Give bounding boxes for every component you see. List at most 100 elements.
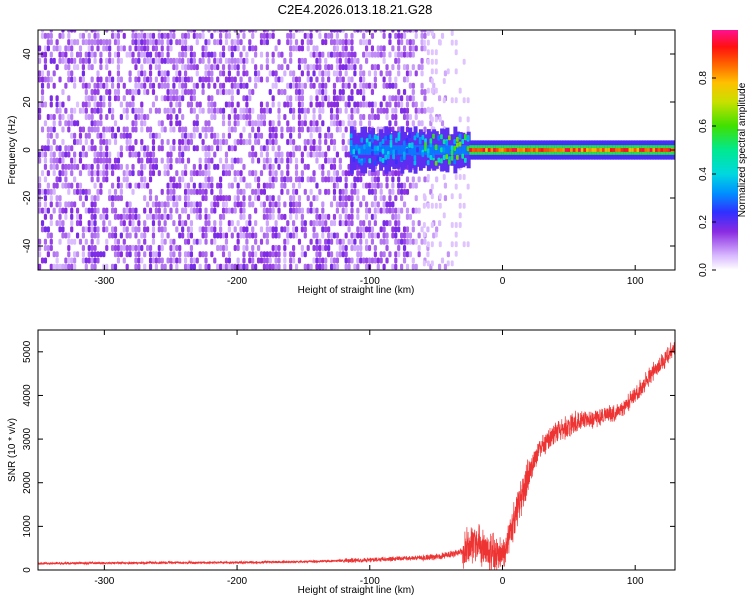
spectrogram-cell: [335, 170, 339, 177]
spectrogram-cell: [61, 263, 65, 270]
spectrogram-cell: [303, 120, 307, 127]
spectrogram-cell: [46, 226, 50, 233]
spectrogram-cell: [73, 120, 77, 127]
spectrogram-cell: [116, 51, 121, 58]
spectrogram-cells: [38, 30, 675, 270]
spectrogram-cell: [274, 170, 278, 177]
spectrogram-cell: [487, 148, 492, 152]
spectrogram-cell: [122, 220, 126, 227]
spectrogram-cell: [175, 157, 179, 164]
spectrogram-cell: [408, 145, 413, 155]
spectrogram-cell: [58, 157, 62, 164]
spectrogram-cell: [420, 70, 424, 77]
spectrogram-cell: [43, 157, 48, 164]
spectrogram-cell: [437, 220, 442, 227]
spectrogram-cell: [96, 188, 100, 195]
spectrogram-cell: [245, 182, 249, 189]
spectrogram-cell: [122, 132, 126, 139]
spectrogram-cell: [426, 30, 430, 36]
spectrogram-cell: [160, 188, 164, 195]
spectrogram-cell: [254, 170, 258, 177]
spectrogram-cell: [178, 232, 182, 239]
spectrogram-cell: [84, 39, 88, 46]
spectrogram-cell: [181, 151, 185, 158]
spectrogram-cell: [163, 226, 167, 233]
spectrogram-cell: [140, 39, 144, 46]
spectrogram-cell: [591, 148, 596, 152]
spectrogram-cell: [324, 245, 328, 252]
spectrogram-cell: [175, 226, 179, 233]
spectrogram-cell: [283, 245, 287, 252]
spectrogram-cell: [93, 107, 97, 114]
spectrogram-cell: [169, 45, 173, 52]
spectrogram-cell: [204, 157, 208, 164]
spectrogram-cell: [233, 64, 237, 71]
spectrogram-cell: [359, 70, 363, 77]
spectrogram-cell: [338, 238, 342, 245]
spectrogram-cell: [204, 51, 208, 58]
spectrogram-cell: [195, 101, 199, 108]
spectrogram-cell: [216, 57, 220, 64]
spectrogram-cell: [233, 120, 237, 127]
spectrogram-cell: [353, 57, 357, 64]
spectrogram-cell: [370, 226, 375, 233]
spectrogram-cell: [99, 188, 103, 195]
spectrogram-cell: [81, 126, 85, 133]
spectrogram-cell: [262, 114, 267, 120]
spectrogram-cell: [183, 64, 188, 71]
spectrogram-cell: [411, 45, 415, 52]
spectrogram-cell: [67, 251, 71, 258]
spectrogram-cell: [256, 157, 261, 164]
spectrogram-cell: [116, 64, 121, 71]
spectrogram-cell: [210, 76, 214, 83]
spectrogram-cell: [394, 257, 398, 264]
spectrogram-cell: [183, 207, 188, 214]
spectrogram-cell: [420, 101, 424, 108]
spectrogram-cell: [379, 45, 383, 52]
spectrogram-cell: [213, 82, 217, 89]
spectrogram-cell: [360, 160, 364, 166]
spectrogram-cell: [122, 45, 126, 52]
spectrogram-cell: [192, 188, 196, 195]
spectrogram-cell: [87, 220, 91, 227]
spectrogram-cell: [64, 51, 68, 58]
spectrogram-cell: [389, 134, 393, 140]
spectrogram-cell: [458, 212, 462, 219]
spectrogram-cell: [338, 163, 342, 170]
spectrogram-cell: [154, 57, 158, 64]
spectrogram-cell: [321, 220, 325, 227]
spectrogram-cell: [414, 195, 418, 202]
spectrogram-cell: [420, 238, 424, 245]
spectrogram-cell: [189, 30, 194, 33]
spectrogram-cell: [207, 220, 211, 227]
spectrogram-cell: [509, 148, 514, 152]
spectrogram-cell: [443, 182, 448, 189]
spectrogram-cell: [90, 232, 94, 239]
spectrogram-cell: [148, 57, 153, 64]
spectrogram-cell: [312, 64, 316, 71]
spectrogram-cell: [242, 207, 246, 214]
spectrogram-cell: [148, 76, 153, 83]
spectrogram-cell: [49, 220, 53, 227]
spectrogram-cell: [151, 213, 156, 220]
spectrogram-cell: [154, 213, 158, 220]
spectrogram-cell: [46, 232, 50, 239]
spectrogram-cell: [186, 226, 191, 233]
spectrogram-cell: [371, 151, 375, 157]
spectrogram-cell: [96, 107, 100, 114]
spectrogram-cell: [394, 159, 398, 165]
spectrogram-cell: [181, 207, 185, 214]
spectrogram-cell: [332, 263, 337, 270]
spectrogram-cell: [210, 182, 214, 189]
spectrogram-cell: [453, 139, 457, 145]
spectrogram-cell: [274, 138, 278, 145]
spectrogram-cell: [391, 176, 395, 183]
spectrogram-cell: [169, 238, 173, 245]
spectrogram-cell: [49, 238, 53, 245]
spectrogram-cell: [382, 232, 386, 239]
spectrogram-cell: [96, 226, 100, 233]
spectrogram-cell: [318, 151, 322, 158]
spectrogram-cell: [303, 226, 307, 233]
spectrogram-cell: [397, 70, 401, 77]
spectrogram-cell: [175, 114, 179, 120]
